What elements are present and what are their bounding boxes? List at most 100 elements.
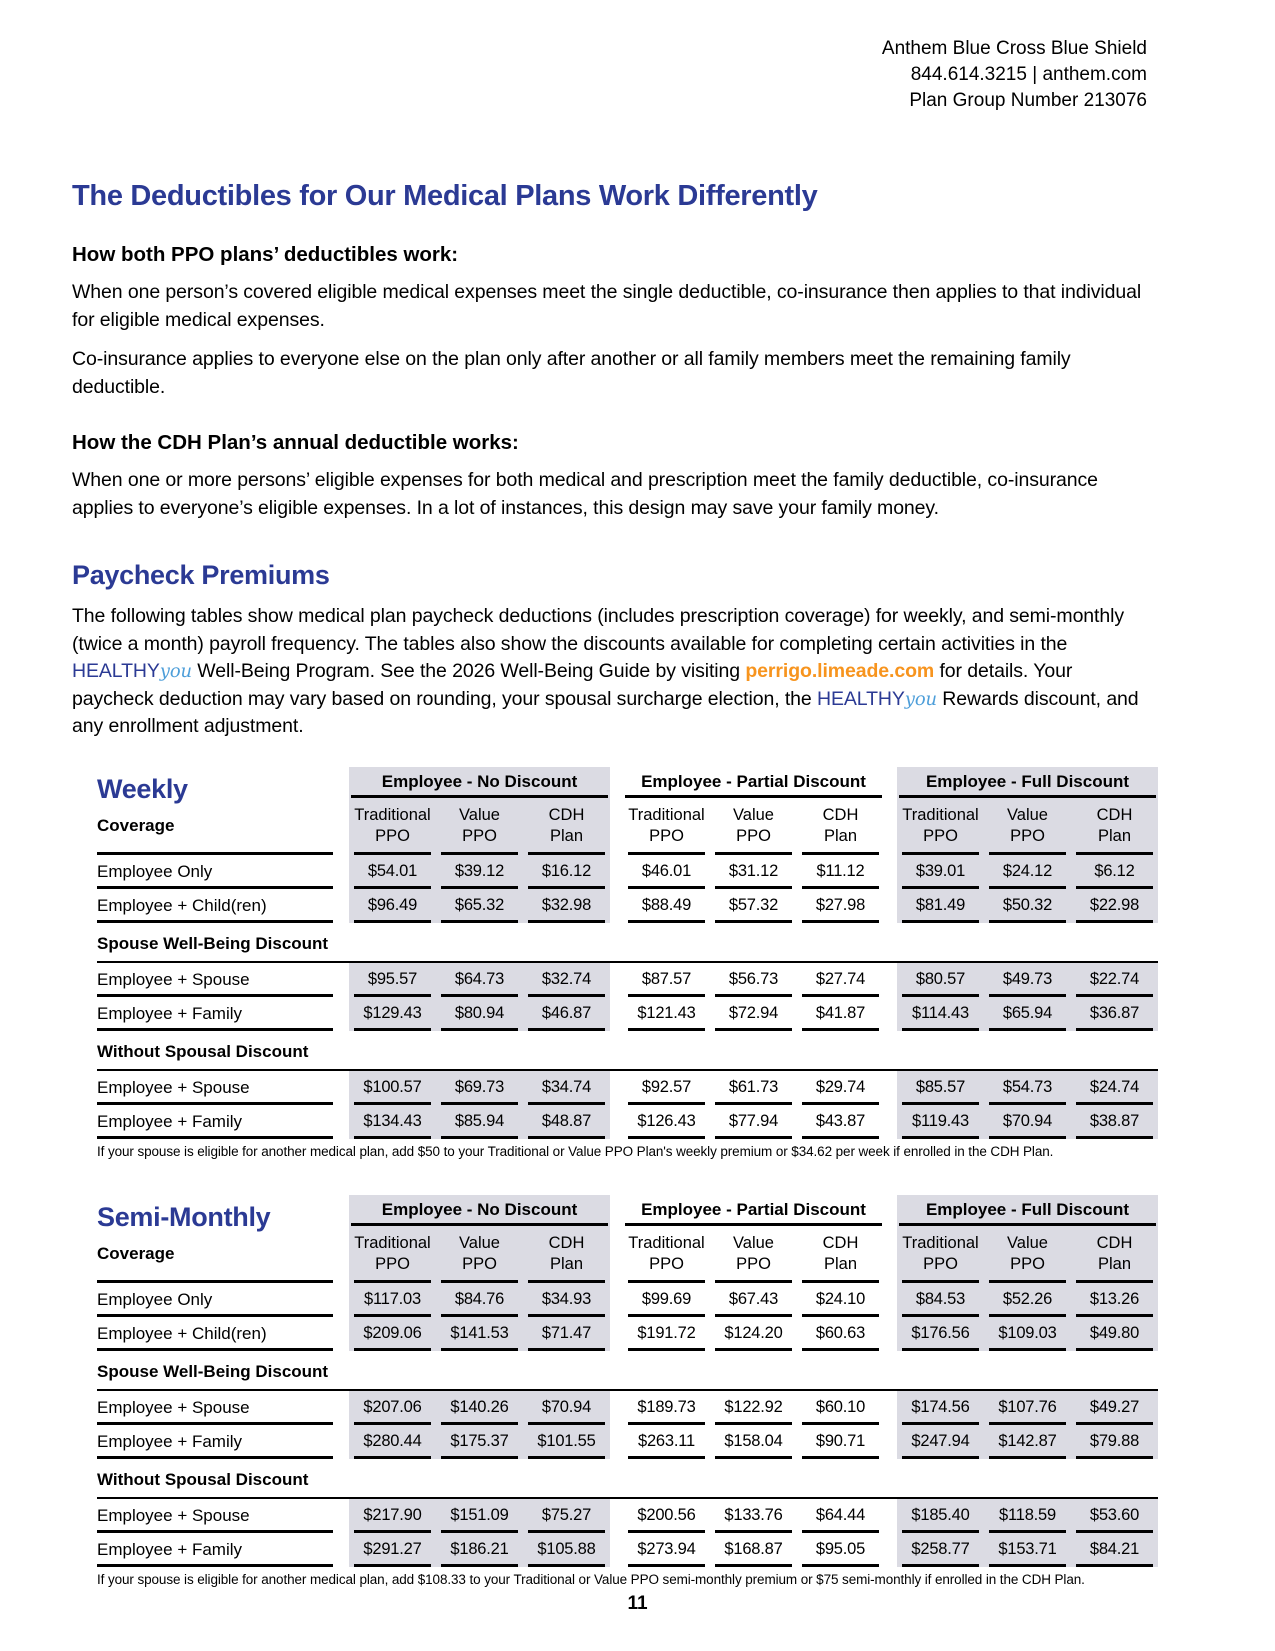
premium-value: $153.71 [984, 1532, 1071, 1567]
premium-value: $34.74 [523, 1070, 610, 1105]
row-label: Employee + Child(ren) [97, 889, 349, 923]
premium-value: $291.27 [349, 1532, 436, 1567]
premium-value: $100.57 [349, 1070, 436, 1105]
premium-value: $126.43 [623, 1105, 710, 1139]
page-number: 11 [627, 1593, 648, 1614]
column-gap [610, 1425, 623, 1459]
column-gap [884, 1105, 897, 1139]
premium-value: $75.27 [523, 1498, 610, 1533]
premium-value: $29.74 [797, 1071, 884, 1105]
premium-value: $207.06 [349, 1390, 436, 1425]
column-header: CDH Plan [797, 1226, 884, 1283]
page-content: The Deductibles for Our Medical Plans Wo… [72, 114, 1158, 1587]
premium-value: $200.56 [623, 1499, 710, 1533]
premium-value: $32.98 [523, 888, 610, 923]
doc-header: Anthem Blue Cross Blue Shield 844.614.32… [882, 36, 1147, 114]
premium-value: $109.03 [984, 1316, 1071, 1351]
premium-value: $34.93 [523, 1282, 610, 1317]
column-header: CDH Plan [797, 798, 884, 855]
premium-value: $107.76 [984, 1390, 1071, 1425]
healthy-caps: HEALTHY [72, 660, 160, 682]
premium-value: $41.87 [797, 997, 884, 1031]
premium-value: $11.12 [797, 855, 884, 889]
you-script-2: you [904, 688, 937, 710]
row-label: Employee + Spouse [97, 963, 349, 997]
column-gap [610, 1317, 623, 1351]
column-header: Value PPO [984, 1225, 1071, 1283]
premium-value: $189.73 [623, 1391, 710, 1425]
column-header: Value PPO [984, 797, 1071, 855]
premium-value: $174.56 [897, 1390, 984, 1425]
contact-line: 844.614.3215 | anthem.com [910, 64, 1147, 85]
section-header: Without Spousal Discount [97, 1031, 1158, 1071]
group-header-row: Semi-Monthly Employee - No Discount Employ… [97, 1194, 1158, 1230]
premium-value: $185.40 [897, 1498, 984, 1533]
group-header: Employee - Full Discount [897, 766, 1158, 798]
premium-value: $124.20 [710, 1317, 797, 1351]
column-gap [884, 1499, 897, 1533]
premium-value: $64.44 [797, 1499, 884, 1533]
group-header: Employee - Partial Discount [623, 1195, 884, 1226]
column-header: Value PPO [436, 1225, 523, 1283]
premium-tables: Weekly Employee - No Discount Employee - P… [72, 766, 1158, 1587]
premium-value: $95.57 [349, 962, 436, 997]
column-gap [610, 1283, 623, 1317]
premium-value: $99.69 [623, 1283, 710, 1317]
premium-value: $263.11 [623, 1425, 710, 1459]
premium-value: $70.94 [523, 1390, 610, 1425]
premiums-intro: The following tables show medical plan p… [72, 603, 1156, 741]
premium-value: $71.47 [523, 1316, 610, 1351]
premium-value: $16.12 [523, 854, 610, 889]
row-label: Employee + Child(ren) [97, 1317, 349, 1351]
premium-value: $141.53 [436, 1316, 523, 1351]
premium-value: $57.32 [710, 889, 797, 923]
table-row: Employee + Child(ren) $209.06 $141.53 $71.4… [97, 1316, 1158, 1351]
premium-value: $65.94 [984, 996, 1071, 1031]
table-row: Employee + Spouse $95.57 $64.73 $32.74 $87.5… [97, 962, 1158, 997]
premium-value: $27.74 [797, 963, 884, 997]
premium-value: $52.26 [984, 1282, 1071, 1317]
row-label: Employee + Spouse [97, 1071, 349, 1105]
premium-value: $49.80 [1071, 1316, 1158, 1351]
premium-value: $258.77 [897, 1532, 984, 1567]
column-gap [884, 1226, 897, 1283]
table-row: Employee Only $117.03 $84.76 $34.93 $99.69 $6… [97, 1282, 1158, 1317]
premium-value: $247.94 [897, 1424, 984, 1459]
column-gap [610, 1499, 623, 1533]
premium-table-semi-monthly: Semi-Monthly Employee - No Discount Employ… [97, 1194, 1158, 1587]
org-name: Anthem Blue Cross Blue Shield [881, 38, 1147, 59]
table-footnote: If your spouse is eligible for another m… [97, 1571, 1085, 1587]
healthyyou-brand: HEALTHYyou [72, 660, 192, 682]
premium-value: $49.27 [1071, 1390, 1158, 1425]
row-label: Employee + Family [97, 997, 349, 1031]
column-gap [884, 889, 897, 923]
column-gap [884, 1071, 897, 1105]
premium-value: $85.94 [436, 1104, 523, 1139]
column-gap [610, 1391, 623, 1425]
column-gap [610, 963, 623, 997]
group-header: Employee - No Discount [349, 766, 610, 798]
premium-value: $217.90 [349, 1498, 436, 1533]
section-header: Without Spousal Discount [97, 1459, 1158, 1499]
premium-value: $54.01 [349, 854, 436, 889]
premium-value: $151.09 [436, 1498, 523, 1533]
column-gap [610, 798, 623, 855]
premium-value: $105.88 [523, 1532, 610, 1567]
premium-value: $280.44 [349, 1424, 436, 1459]
column-gap [884, 798, 897, 855]
premium-value: $65.32 [436, 888, 523, 923]
column-header: CDH Plan [1071, 797, 1158, 855]
column-header: Traditional PPO [623, 1226, 710, 1283]
cdh-paragraph: When one or more persons’ eligible expen… [72, 469, 1098, 519]
premium-value: $133.76 [710, 1499, 797, 1533]
row-label: Employee Only [97, 855, 349, 889]
premium-value: $186.21 [436, 1532, 523, 1567]
plan-group-number: Plan Group Number 213076 [909, 90, 1147, 111]
premium-value: $77.94 [710, 1105, 797, 1139]
group-header-row: Weekly Employee - No Discount Employee - P… [97, 766, 1158, 802]
section-header: Spouse Well-Being Discount [97, 1351, 1158, 1391]
table-row: Employee + Family $280.44 $175.37 $101.55 $2… [97, 1424, 1158, 1459]
limeade-link[interactable]: perrigo.limeade.com [745, 660, 935, 682]
column-gap [610, 1071, 623, 1105]
premium-value: $168.87 [710, 1533, 797, 1567]
